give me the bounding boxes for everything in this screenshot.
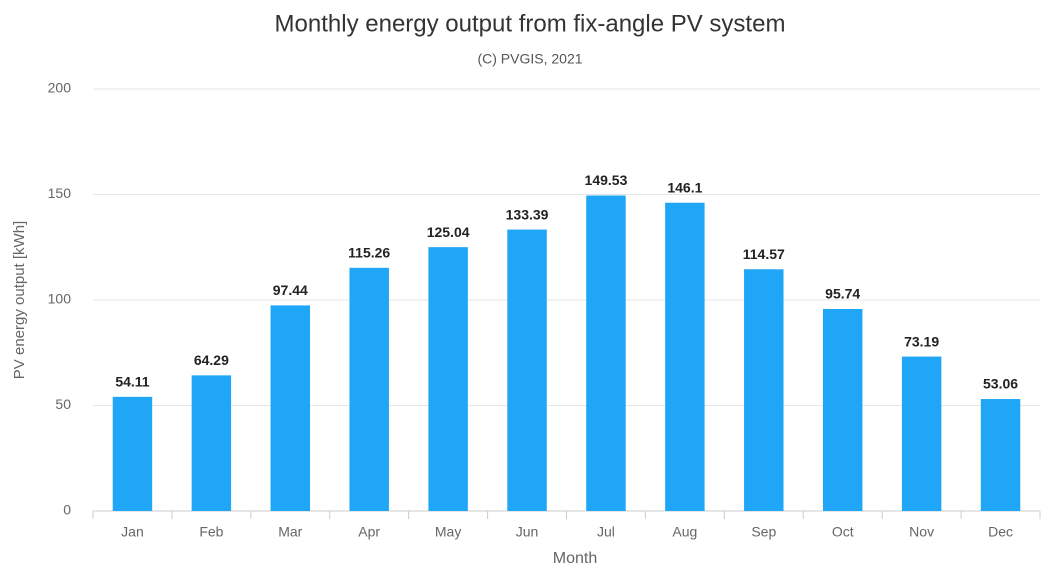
- data-label: 97.44: [273, 282, 308, 298]
- data-label: 54.11: [115, 374, 149, 390]
- y-tick-label: 150: [48, 185, 72, 201]
- y-tick-label: 200: [48, 80, 72, 96]
- bar: [980, 399, 1021, 511]
- bar: [270, 305, 311, 511]
- x-axis-label: Month: [553, 550, 597, 567]
- x-tick-label: Oct: [832, 524, 854, 540]
- bar: [428, 247, 468, 512]
- chart-subtitle: (C) PVGIS, 2021: [477, 51, 582, 67]
- data-label: 125.04: [427, 224, 470, 240]
- x-tick-label: Mar: [278, 524, 302, 540]
- bar: [349, 267, 389, 511]
- bar: [586, 195, 626, 511]
- data-label: 115.26: [348, 245, 390, 261]
- y-tick-label: 50: [55, 396, 71, 412]
- x-tick-label: Feb: [199, 524, 223, 540]
- bar: [112, 396, 153, 511]
- y-tick-label: 0: [63, 502, 71, 518]
- bar: [191, 375, 232, 511]
- bar: [507, 229, 547, 511]
- x-tick-label: Jul: [597, 524, 615, 540]
- data-label: 149.53: [585, 172, 628, 188]
- bar: [665, 202, 705, 511]
- x-tick-label: Apr: [358, 524, 380, 540]
- data-label: 133.39: [506, 206, 549, 222]
- data-label: 64.29: [194, 352, 229, 368]
- data-label: 95.74: [825, 286, 860, 302]
- x-tick-label: Jan: [121, 524, 144, 540]
- bar: [744, 269, 784, 511]
- chart-title: Monthly energy output from fix-angle PV …: [275, 10, 786, 37]
- bar: [901, 356, 942, 511]
- y-axis-label: PV energy output [kWh]: [11, 221, 28, 379]
- x-tick-label: Jun: [516, 524, 539, 540]
- x-tick-label: Aug: [672, 524, 697, 540]
- y-tick-label: 100: [48, 291, 72, 307]
- x-tick-label: Nov: [909, 524, 934, 540]
- x-tick-label: Dec: [988, 524, 1013, 540]
- data-label: 53.06: [983, 376, 1018, 392]
- x-tick-label: Sep: [751, 524, 776, 540]
- data-label: 146.1: [667, 179, 702, 195]
- bar: [822, 308, 863, 511]
- data-label: 73.19: [904, 333, 939, 349]
- x-tick-label: May: [435, 524, 461, 540]
- data-label: 114.57: [743, 246, 785, 262]
